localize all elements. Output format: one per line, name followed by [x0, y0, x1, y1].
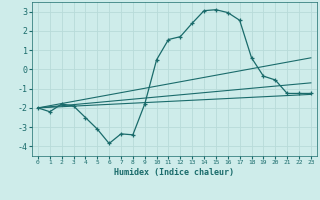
X-axis label: Humidex (Indice chaleur): Humidex (Indice chaleur)	[115, 168, 234, 177]
